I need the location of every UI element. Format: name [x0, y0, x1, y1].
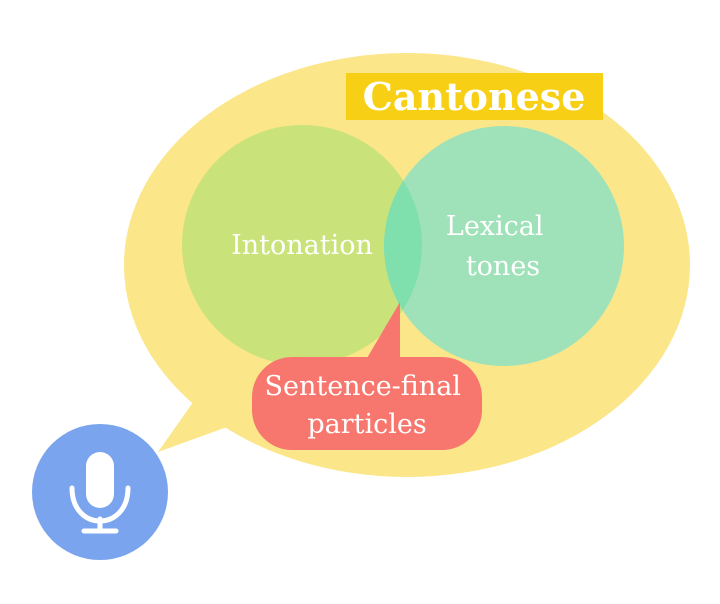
lexical-tones-line-2: tones: [466, 251, 540, 282]
microphone-badge: [32, 424, 168, 560]
intonation-circle: [182, 125, 422, 365]
particles-callout: Sentence-final particles: [252, 302, 482, 450]
speech-bubble-tail: [158, 398, 252, 452]
venn-circles: [182, 125, 624, 366]
callout-pointer: [360, 302, 400, 370]
title-box: [346, 73, 603, 120]
callout-label: Sentence-final particles: [264, 371, 469, 440]
callout-line-1: Sentence-final: [264, 371, 460, 402]
lexical-tones-circle: [384, 126, 624, 366]
microphone-icon: [69, 452, 131, 534]
intonation-label: Intonation: [231, 230, 373, 261]
lexical-tones-label: Lexical tones: [446, 211, 552, 282]
title-label: Cantonese: [346, 73, 603, 120]
mic-capsule: [86, 452, 114, 508]
callout-line-2: particles: [307, 409, 426, 440]
title-text: Cantonese: [363, 74, 586, 119]
lexical-tones-line-1: Lexical: [446, 211, 544, 242]
callout-box: [252, 357, 482, 450]
